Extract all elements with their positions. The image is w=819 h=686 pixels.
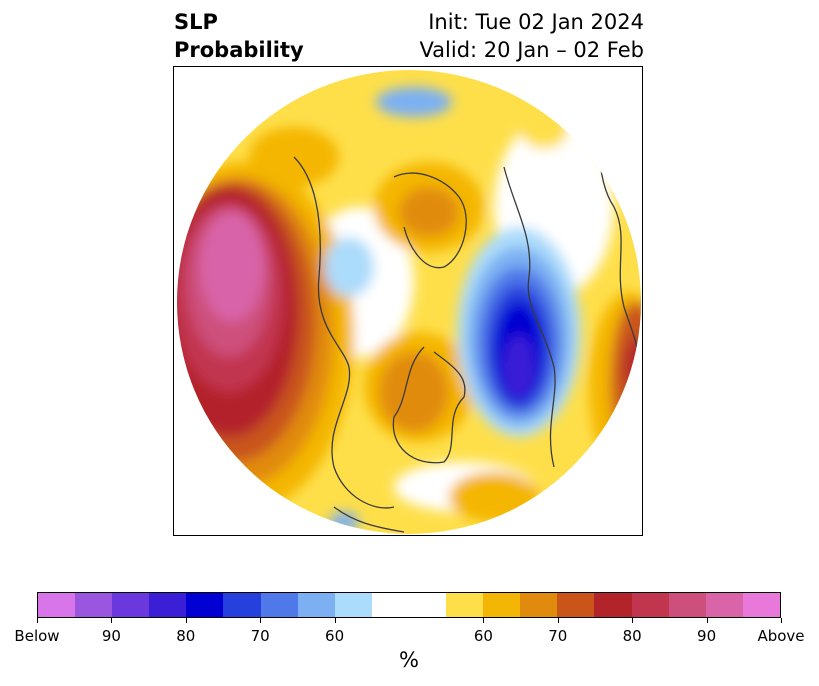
colorbar-tick-label: 90	[101, 627, 121, 645]
colorbar	[37, 592, 781, 618]
colorbar-segment	[260, 593, 298, 617]
field-arctic-yellow	[519, 105, 569, 149]
colorbar-segment	[668, 593, 706, 617]
field-north-blue	[376, 87, 452, 117]
colorbar-tick-label: 80	[622, 627, 642, 645]
field-gulf-blue	[329, 512, 359, 532]
field-atlantic-90	[503, 335, 535, 399]
colorbar-tick-mark	[111, 618, 113, 623]
colorbar-segment	[75, 593, 113, 617]
colorbar-segment	[446, 593, 484, 617]
colorbar-tick-label: 60	[325, 627, 345, 645]
colorbar-tick-mark	[781, 618, 782, 623]
colorbar-tick-mark	[632, 618, 634, 623]
colorbar-segment	[371, 593, 409, 617]
probability-fields	[177, 70, 641, 534]
colorbar-tick-label: 90	[697, 627, 717, 645]
colorbar-segment	[631, 593, 669, 617]
field-arctic-blue	[324, 237, 374, 297]
map-dates: Init: Tue 02 Jan 2024 Valid: 20 Jan – 02…	[419, 8, 644, 64]
colorbar-tick-mark	[334, 618, 336, 623]
map-title: SLP Probability	[174, 8, 304, 64]
colorbar-segment	[112, 593, 150, 617]
colorbar-segment	[594, 593, 632, 617]
colorbar-tick-mark	[260, 618, 262, 623]
field-southeast-60	[449, 472, 539, 522]
colorbar-segment	[186, 593, 224, 617]
colorbar-tick-label: Below	[14, 627, 60, 645]
colorbar-segment	[705, 593, 743, 617]
colorbar-segment	[334, 593, 372, 617]
title-line-probability: Probability	[174, 38, 304, 62]
colorbar-segment	[149, 593, 187, 617]
colorbar-tick-label: Above	[757, 627, 805, 645]
title-line-slp: SLP	[174, 10, 218, 34]
colorbar-tick-mark	[37, 618, 38, 623]
init-date: Init: Tue 02 Jan 2024	[428, 10, 644, 34]
colorbar-segment	[742, 593, 780, 617]
colorbar-tick-mark	[557, 618, 559, 623]
colorbar-unit: %	[399, 648, 419, 672]
valid-range: Valid: 20 Jan – 02 Feb	[419, 38, 644, 62]
field-canada-70	[379, 352, 449, 432]
field-pacific-95	[200, 212, 264, 322]
colorbar-segment	[223, 593, 261, 617]
colorbar-tick-mark	[706, 618, 708, 623]
colorbar-segment	[483, 593, 521, 617]
colorbar-segment	[408, 593, 447, 617]
colorbar-tick-mark	[185, 618, 187, 623]
colorbar-tick-label: 60	[473, 627, 493, 645]
colorbar-segment	[297, 593, 335, 617]
colorbar-segment	[38, 593, 76, 617]
colorbar-tick-mark	[483, 618, 485, 623]
colorbar-tick-label: 80	[176, 627, 196, 645]
map-canvas	[177, 70, 641, 534]
colorbar-tick-label: 70	[250, 627, 270, 645]
probability-map	[173, 66, 643, 536]
field-greenland-70	[399, 187, 459, 237]
colorbar-segment	[520, 593, 558, 617]
colorbar-segment	[557, 593, 595, 617]
colorbar-tick-label: 70	[548, 627, 568, 645]
